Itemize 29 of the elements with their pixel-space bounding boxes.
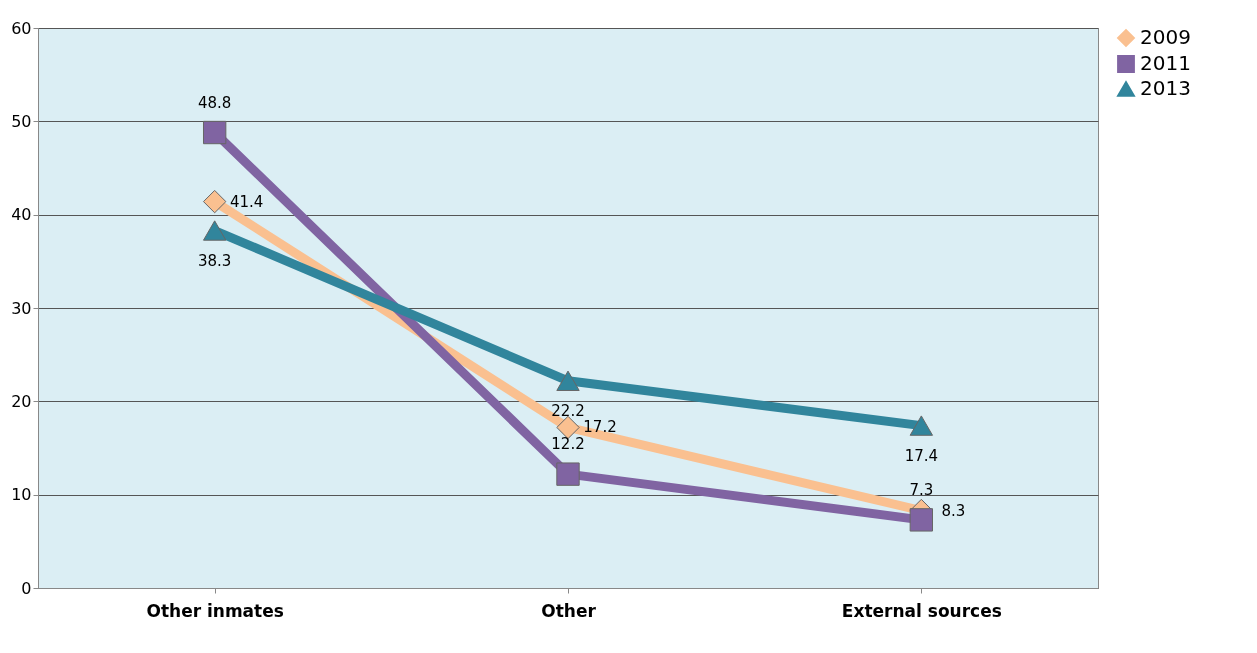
y-tick-label: 60 xyxy=(11,18,32,38)
x-tick-label: External sources xyxy=(841,600,1002,621)
point xyxy=(202,120,227,145)
legend-label: 2009 xyxy=(1140,25,1191,49)
y-tick-label: 40 xyxy=(11,205,32,225)
point xyxy=(909,508,934,532)
x-tick-label: Other xyxy=(541,600,597,621)
data-label: 48.8 xyxy=(197,93,232,112)
point xyxy=(202,189,227,214)
y-tick-label: 30 xyxy=(11,298,32,318)
legend-label: 2013 xyxy=(1140,76,1191,100)
y-tick-label: 20 xyxy=(11,391,32,411)
data-label: 17.2 xyxy=(583,418,617,437)
x-tick-label: Other inmates xyxy=(146,600,284,621)
data-label: 12.2 xyxy=(551,435,585,454)
data-label: 7.3 xyxy=(909,480,934,499)
legend-label: 2011 xyxy=(1140,51,1191,75)
y-tick-label: 0 xyxy=(21,578,32,598)
point xyxy=(909,415,934,436)
point xyxy=(556,462,580,486)
data-label: 17.4 xyxy=(904,446,939,465)
data-label: 8.3 xyxy=(941,501,966,520)
data-label: 22.2 xyxy=(551,401,585,420)
point xyxy=(556,370,580,391)
y-tick-label: 50 xyxy=(11,111,32,131)
data-label: 41.4 xyxy=(229,192,264,211)
data-label: 38.3 xyxy=(197,251,232,270)
y-tick-label: 10 xyxy=(11,485,32,505)
point xyxy=(202,220,227,241)
